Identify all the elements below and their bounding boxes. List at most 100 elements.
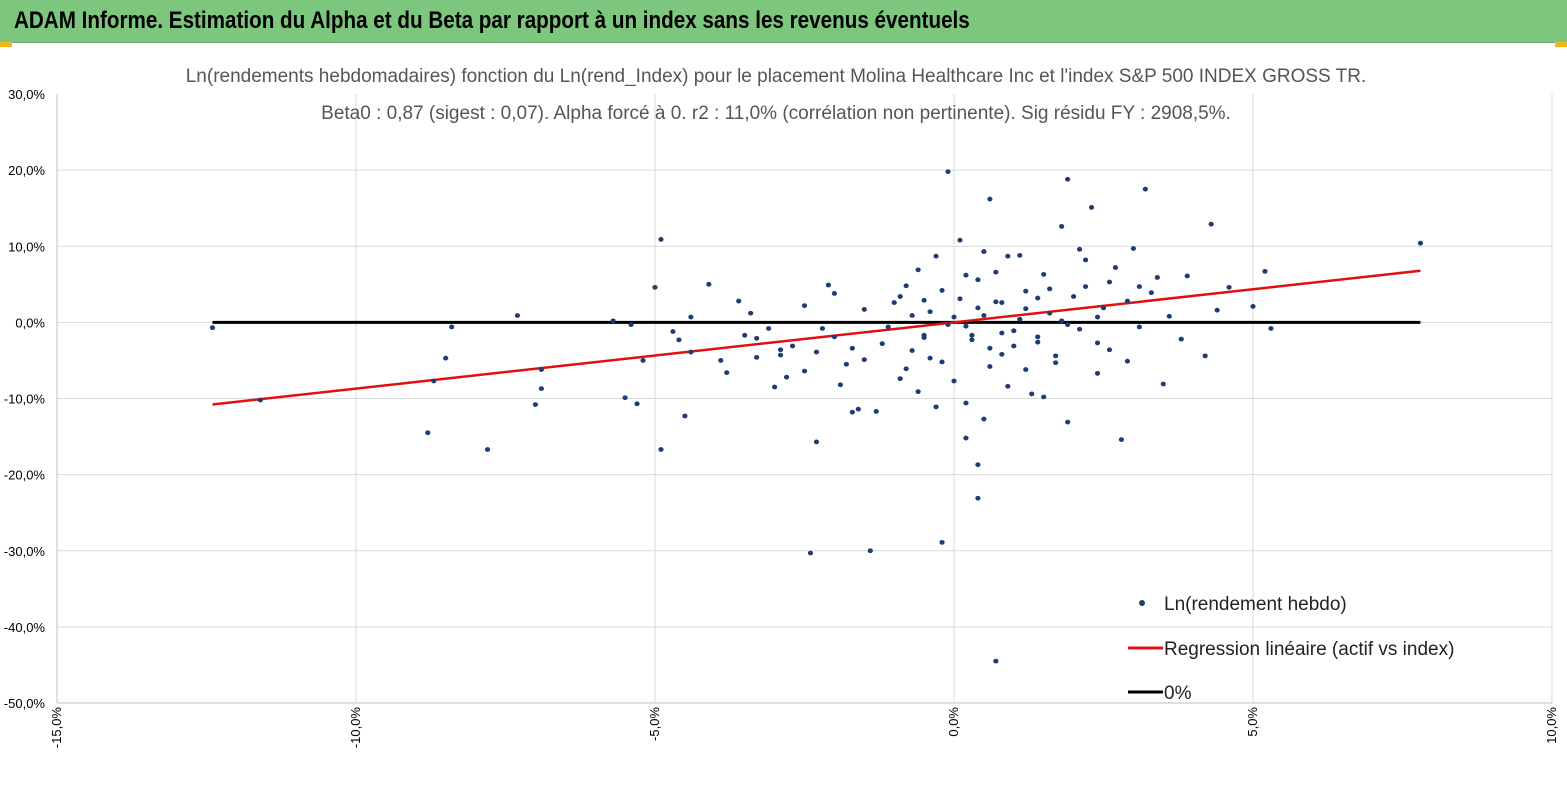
regression-line	[212, 269, 1421, 406]
x-tick-label: 10,0%	[1544, 707, 1559, 744]
legend-label-zero: 0%	[1164, 683, 1192, 704]
data-point	[813, 349, 820, 355]
data-point	[1130, 246, 1136, 251]
data-point	[1100, 305, 1107, 311]
data-point	[891, 300, 897, 305]
data-point	[1160, 381, 1166, 387]
data-point	[1106, 279, 1113, 285]
data-point	[1136, 284, 1142, 289]
data-point	[1124, 298, 1131, 304]
data-point	[849, 409, 855, 415]
data-point	[1082, 284, 1089, 289]
data-point	[1154, 275, 1160, 280]
legend-marker-points	[1139, 600, 1145, 606]
data-point	[1088, 205, 1095, 210]
data-point	[1029, 391, 1035, 397]
data-point	[1118, 437, 1125, 443]
data-point	[1136, 324, 1142, 330]
data-point	[1011, 328, 1017, 334]
data-point	[1047, 286, 1053, 292]
y-tick-label: 0,0%	[15, 315, 45, 330]
corner-marker-left	[0, 42, 12, 47]
data-point	[1023, 367, 1029, 372]
data-point	[939, 539, 945, 545]
y-tick-label: -30,0%	[4, 544, 46, 559]
data-point	[538, 386, 544, 392]
data-point	[1065, 419, 1071, 425]
data-point	[772, 384, 778, 390]
data-point	[658, 236, 664, 242]
data-point	[1148, 290, 1154, 296]
data-point	[927, 309, 933, 315]
data-point	[1202, 353, 1208, 359]
data-point	[831, 334, 838, 340]
data-point	[1094, 340, 1101, 346]
data-point	[1142, 186, 1148, 192]
y-tick-label: -10,0%	[4, 392, 46, 407]
data-point	[975, 462, 981, 468]
data-point	[610, 318, 616, 324]
data-point	[1017, 252, 1023, 258]
data-point	[754, 354, 760, 360]
data-point	[963, 435, 969, 441]
data-point	[1268, 326, 1274, 331]
data-point	[975, 495, 981, 501]
data-point	[1094, 370, 1101, 376]
data-point	[1226, 284, 1232, 290]
data-point	[1178, 336, 1184, 342]
data-point	[1262, 268, 1268, 274]
data-point	[1082, 257, 1089, 263]
data-point	[999, 351, 1005, 357]
data-point	[676, 337, 682, 343]
data-point	[1166, 313, 1172, 319]
data-point	[849, 345, 855, 351]
legend-label-regression: Regression linéaire (actif vs index)	[1164, 639, 1454, 660]
data-point	[1184, 273, 1190, 279]
data-point	[1071, 294, 1077, 299]
data-point	[1065, 176, 1071, 182]
data-point	[443, 355, 449, 361]
y-tick-label: 20,0%	[8, 163, 45, 178]
data-point	[1041, 272, 1047, 277]
data-point	[879, 341, 885, 347]
data-point	[1250, 303, 1256, 309]
data-point	[969, 337, 975, 343]
y-tick-label: 30,0%	[8, 87, 45, 102]
data-point	[1023, 306, 1029, 312]
data-point	[682, 413, 688, 419]
data-point	[1417, 240, 1424, 246]
data-point	[1053, 360, 1059, 366]
data-point	[975, 277, 981, 283]
data-point	[861, 307, 867, 312]
data-point	[981, 249, 987, 254]
scatter-chart: 30,0% 20,0% 10,0% 0,0% -10,0% -20,0% -30,0% -40…	[4, 66, 1559, 748]
data-point	[706, 281, 712, 287]
data-point	[1065, 322, 1071, 328]
data-point	[951, 378, 957, 384]
data-point	[1047, 310, 1053, 316]
data-point	[431, 378, 437, 384]
data-point	[903, 366, 909, 372]
data-point	[987, 196, 993, 202]
data-point	[963, 272, 969, 278]
data-point	[969, 332, 975, 338]
data-point	[652, 284, 658, 290]
data-point	[1076, 326, 1083, 332]
data-point	[897, 294, 903, 299]
x-tick-label: 5,0%	[1245, 707, 1260, 737]
legend: Ln(rendement hebdo) Regression linéaire …	[1128, 594, 1454, 704]
data-point	[801, 368, 808, 374]
regression-layer	[212, 269, 1421, 406]
data-point	[897, 376, 903, 382]
data-point	[1035, 339, 1041, 345]
legend-label-points: Ln(rendement hebdo)	[1164, 594, 1347, 615]
data-point	[855, 406, 861, 412]
data-point	[789, 343, 796, 349]
data-point	[933, 253, 939, 259]
x-tick-label: -15,0%	[49, 707, 64, 749]
axes: 30,0% 20,0% 10,0% 0,0% -10,0% -20,0% -30,0% -40…	[4, 87, 1559, 748]
data-point	[736, 298, 742, 304]
data-point	[921, 297, 927, 303]
data-point	[742, 332, 748, 338]
data-point	[670, 329, 676, 334]
